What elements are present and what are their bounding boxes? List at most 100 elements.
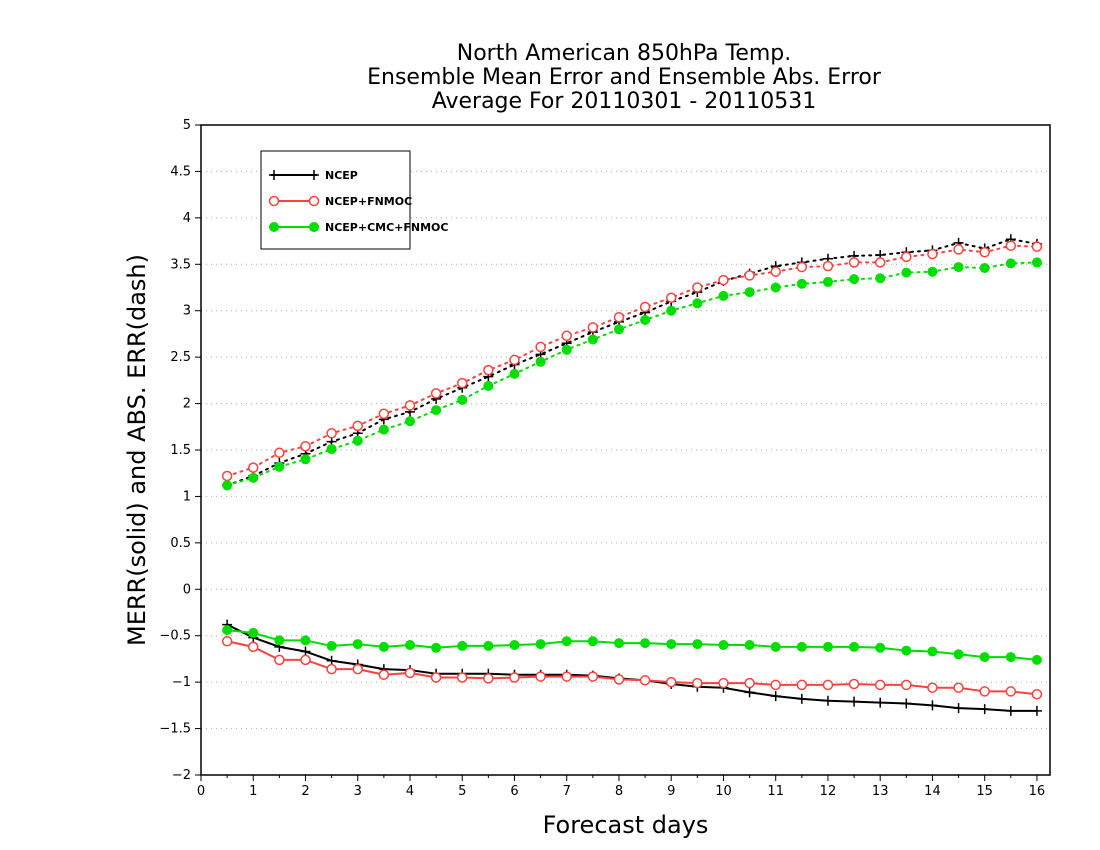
y-axis-label: MERR(solid) and ABS. ERR(dash) bbox=[123, 254, 151, 646]
data-point-abserr-ncep-fnmoc bbox=[848, 257, 860, 268]
data-point-abserr-ncep-fnmoc bbox=[1005, 240, 1017, 251]
data-point-abserr-ncep-cmc-fnmoc bbox=[431, 405, 442, 416]
data-point-abserr-ncep-cmc-fnmoc bbox=[300, 454, 311, 465]
data-point-abserr-ncep-cmc-fnmoc bbox=[692, 298, 703, 309]
data-point-abserr-ncep-fnmoc bbox=[1031, 241, 1043, 252]
data-point-merr-ncep-cmc-fnmoc bbox=[561, 636, 572, 647]
data-point-merr-ncep-fnmoc bbox=[535, 671, 546, 682]
series-line-abserr-ncep bbox=[226, 238, 1038, 487]
series-ncep-fnmoc bbox=[221, 240, 1043, 700]
data-point-merr-ncep-cmc-fnmoc bbox=[849, 641, 860, 652]
series-line-abserr-ncep-fnmoc bbox=[226, 244, 1038, 477]
data-point-merr-ncep-fnmoc bbox=[221, 636, 233, 647]
data-point-abserr-ncep-fnmoc bbox=[665, 292, 677, 303]
data-point-merr-ncep-cmc-fnmoc bbox=[222, 625, 233, 636]
data-point-merr-ncep-cmc-fnmoc bbox=[300, 635, 311, 646]
x-tick-label: 6 bbox=[510, 784, 518, 799]
data-point-abserr-ncep-fnmoc bbox=[509, 354, 520, 366]
data-point-abserr-ncep-cmc-fnmoc bbox=[875, 273, 886, 284]
x-tick-label: 5 bbox=[458, 784, 466, 799]
y-tick-label: 0.5 bbox=[170, 536, 191, 551]
legend-label-ncep: NCEP bbox=[325, 169, 358, 182]
data-point-abserr-ncep-cmc-fnmoc bbox=[378, 424, 389, 435]
series-line-abserr-ncep-cmc-fnmoc bbox=[226, 261, 1038, 487]
data-point-merr-ncep-cmc-fnmoc bbox=[509, 640, 520, 650]
data-point-merr-ncep-fnmoc bbox=[979, 686, 990, 697]
data-point-merr-ncep-cmc-fnmoc bbox=[1031, 654, 1042, 665]
data-point-abserr-ncep-fnmoc bbox=[822, 260, 834, 272]
data-point-merr-ncep-cmc-fnmoc bbox=[953, 649, 964, 660]
data-point-abserr-ncep-fnmoc bbox=[979, 246, 990, 258]
data-point-merr-ncep-cmc-fnmoc bbox=[640, 638, 651, 649]
data-point-abserr-ncep-cmc-fnmoc bbox=[587, 334, 598, 345]
data-point-abserr-ncep-cmc-fnmoc bbox=[404, 416, 415, 427]
y-tick-label: 0 bbox=[183, 582, 191, 597]
data-point-merr-ncep-cmc-fnmoc bbox=[274, 635, 285, 646]
y-tick-label: 1.5 bbox=[170, 443, 191, 458]
data-point-merr-ncep-fnmoc bbox=[404, 667, 416, 679]
data-point-merr-ncep-cmc-fnmoc bbox=[352, 639, 363, 650]
data-point-merr-ncep-cmc-fnmoc bbox=[1005, 652, 1016, 663]
legend-label-ncep-fnmoc: NCEP+FNMOC bbox=[325, 195, 412, 208]
y-tick-label: 2 bbox=[183, 397, 191, 412]
data-point-abserr-ncep-cmc-fnmoc bbox=[535, 356, 546, 367]
data-point-abserr-ncep-fnmoc bbox=[247, 462, 259, 473]
data-point-abserr-ncep-cmc-fnmoc bbox=[822, 276, 833, 287]
data-point-merr-ncep-cmc-fnmoc bbox=[535, 639, 546, 650]
data-point-abserr-ncep-fnmoc bbox=[692, 282, 703, 293]
x-tick-label: 13 bbox=[872, 784, 889, 799]
y-tick-label: 4.5 bbox=[170, 164, 191, 179]
data-point-merr-ncep-fnmoc bbox=[874, 679, 886, 691]
x-tick-label: 4 bbox=[406, 784, 414, 799]
data-point-merr-ncep bbox=[796, 693, 807, 704]
data-point-merr-ncep-cmc-fnmoc bbox=[483, 640, 494, 651]
data-point-merr-ncep-fnmoc bbox=[953, 682, 964, 693]
data-point-abserr-ncep-cmc-fnmoc bbox=[509, 368, 520, 379]
data-point-merr-ncep-cmc-fnmoc bbox=[378, 641, 389, 652]
data-point-merr-ncep-fnmoc bbox=[1031, 688, 1043, 700]
data-point-abserr-ncep-fnmoc bbox=[718, 274, 729, 286]
data-point-merr-ncep-cmc-fnmoc bbox=[431, 642, 442, 653]
x-tick-label: 3 bbox=[354, 784, 362, 799]
y-tick-label: −0.5 bbox=[159, 629, 191, 644]
data-point-abserr-ncep-fnmoc bbox=[274, 447, 285, 459]
x-tick-label: 11 bbox=[767, 784, 784, 799]
data-point-abserr-ncep-fnmoc bbox=[352, 420, 363, 432]
data-point-merr-ncep-cmc-fnmoc bbox=[613, 638, 624, 649]
legend-marker-ncep bbox=[309, 170, 319, 180]
x-tick-label: 14 bbox=[924, 784, 941, 799]
data-point-merr-ncep bbox=[822, 695, 833, 706]
data-point-merr-ncep bbox=[744, 687, 755, 698]
data-point-abserr-ncep-fnmoc bbox=[378, 408, 390, 420]
legend-label-ncep-cmc-fnmoc: NCEP+CMC+FNMOC bbox=[325, 221, 448, 234]
y-tick-label: 5 bbox=[183, 118, 191, 133]
data-point-merr-ncep-fnmoc bbox=[770, 679, 781, 691]
x-tick-label: 1 bbox=[249, 784, 257, 799]
data-point-merr-ncep-cmc-fnmoc bbox=[796, 641, 807, 652]
series-line-merr-ncep-cmc-fnmoc bbox=[227, 629, 1038, 661]
y-tick-label: −1.5 bbox=[159, 722, 191, 737]
data-point-abserr-ncep-cmc-fnmoc bbox=[901, 267, 912, 278]
data-point-merr-ncep-fnmoc bbox=[561, 671, 572, 682]
y-tick-label: 2.5 bbox=[170, 350, 191, 365]
data-point-merr-ncep-cmc-fnmoc bbox=[822, 641, 833, 652]
data-point-abserr-ncep-fnmoc bbox=[456, 377, 468, 389]
data-point-abserr-ncep-fnmoc bbox=[430, 388, 442, 399]
data-point-merr-ncep-fnmoc bbox=[665, 676, 677, 688]
data-point-abserr-ncep-cmc-fnmoc bbox=[352, 435, 363, 446]
data-point-abserr-ncep-fnmoc bbox=[901, 251, 912, 263]
data-point-merr-ncep-fnmoc bbox=[587, 671, 599, 682]
series-line-merr-ncep bbox=[226, 623, 1037, 712]
data-point-merr-ncep-cmc-fnmoc bbox=[744, 640, 755, 650]
data-point-merr-ncep-fnmoc bbox=[247, 641, 259, 653]
data-point-abserr-ncep-cmc-fnmoc bbox=[457, 394, 468, 405]
data-point-abserr-ncep-fnmoc bbox=[953, 244, 964, 255]
data-point-abserr-ncep-fnmoc bbox=[561, 330, 572, 342]
data-point-merr-ncep-cmc-fnmoc bbox=[770, 641, 781, 652]
x-tick-label: 12 bbox=[820, 784, 837, 799]
x-tick-label: 16 bbox=[1029, 784, 1046, 799]
data-point-merr-ncep-fnmoc bbox=[639, 675, 651, 686]
x-tick-label: 8 bbox=[615, 784, 623, 799]
data-point-merr-ncep-fnmoc bbox=[613, 674, 625, 685]
